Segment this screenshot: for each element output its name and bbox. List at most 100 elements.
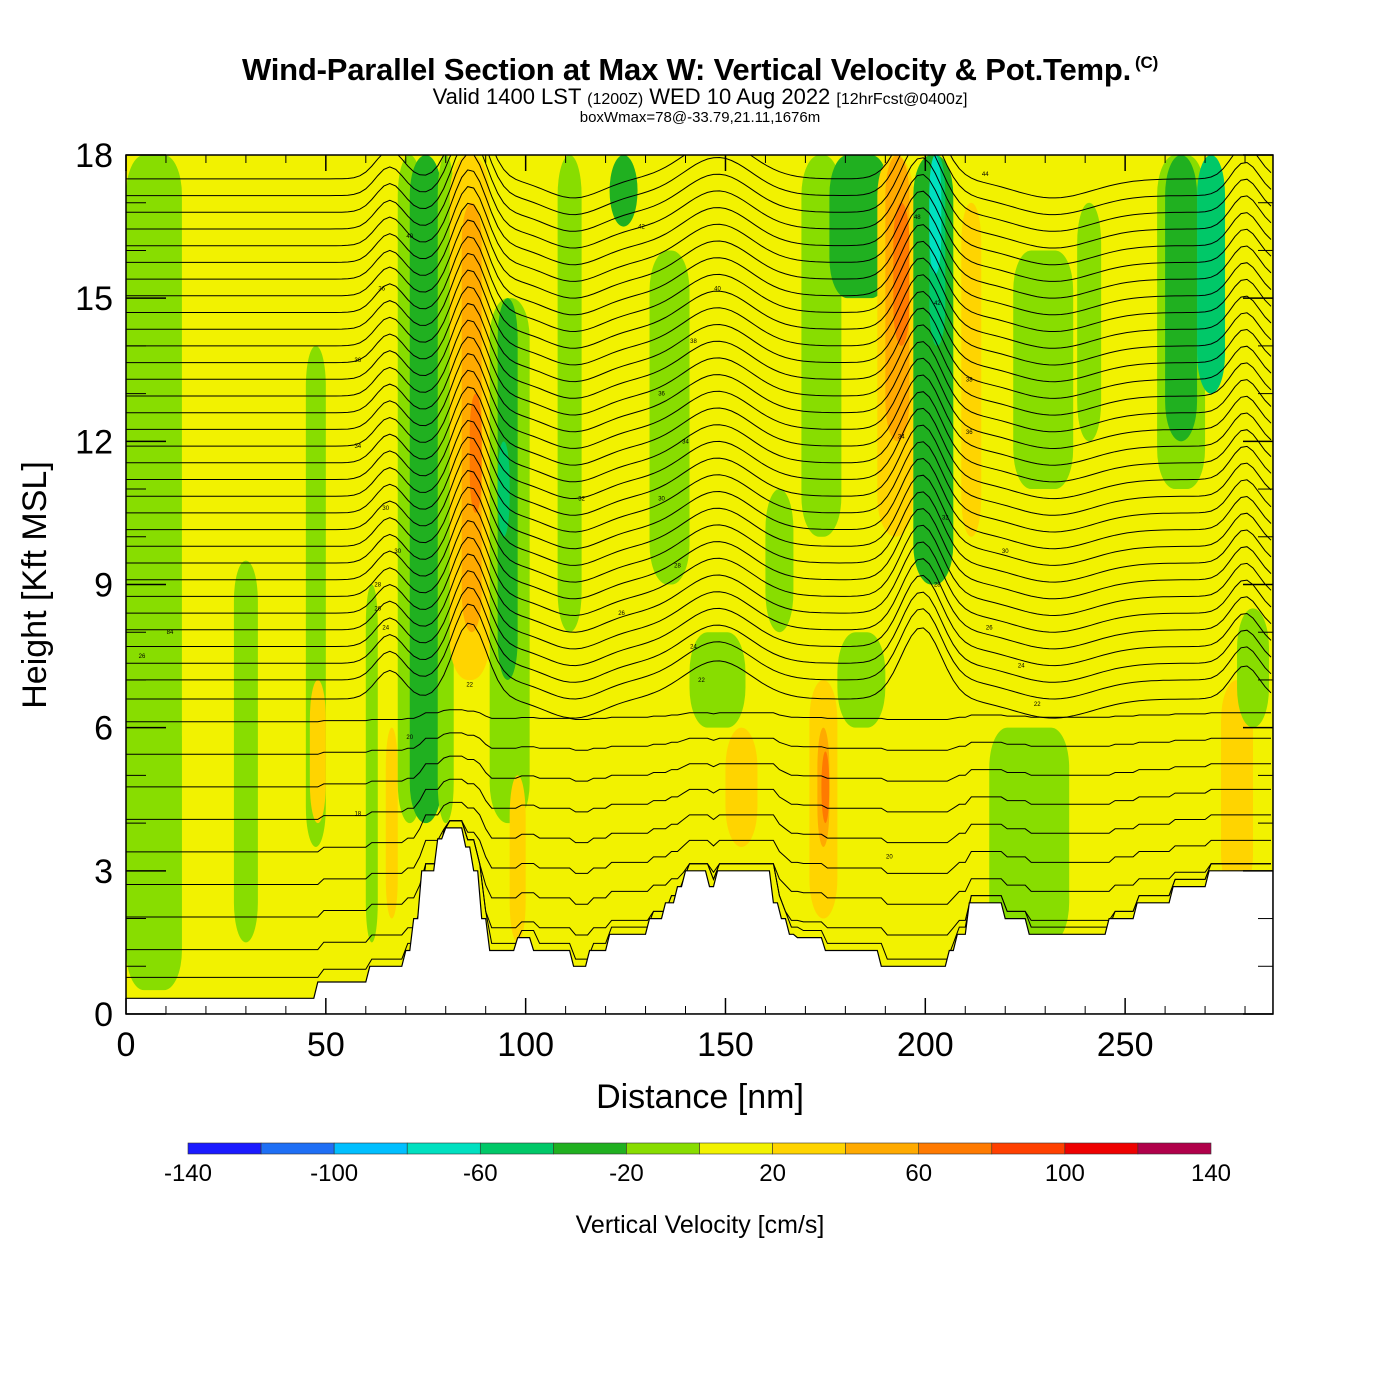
colorbar-tick-label-3: -20 [609,1160,644,1187]
copyright-mark: (C) [1135,53,1159,72]
colorbar-tick-label-0: -140 [164,1160,212,1187]
contour-label-text-8: 26 [374,606,381,612]
y-tick-label-0: 0 [94,996,113,1034]
terrain-profile [126,827,1273,1014]
colorbar-swatch-9 [845,1142,920,1155]
isentrope-35 [126,186,1272,282]
contour-label-text-5: 30 [382,506,389,512]
velocity-band-5 [365,584,378,943]
y-tick-label-2: 6 [94,710,113,748]
contour-label-7: 28 [374,583,381,589]
velocity-band-21 [725,727,758,847]
contour-label-5: 30 [382,506,389,512]
contour-label-text-21: 28 [674,563,681,569]
isentrope-30 [126,269,1272,366]
contour-label-30: 34 [898,435,905,441]
colorbar-swatch-8 [772,1142,846,1155]
x-tick-label-1: 50 [307,1026,345,1064]
contour-label-16: 38 [690,339,697,345]
isentrope-2 [126,820,1271,918]
contour-label-text-0: 26 [139,654,146,660]
contour-label-32: 30 [1002,549,1009,555]
contour-label-11: 18 [354,812,361,818]
isentrope-3 [126,820,1271,885]
isentrope-19 [126,453,1272,550]
isentrope-9 [126,622,1272,719]
colorbar-swatch-5 [553,1142,627,1155]
velocity-band-4 [309,679,326,824]
contour-label-text-1: 84 [167,630,174,636]
subtitle-utc-time: (1200Z) [587,91,644,108]
contour-label-text-37: 20 [886,855,893,861]
isentrope-33 [126,219,1272,316]
contour-labels: 26 84 36 34 36 30 30 28 26 24 40 18 20 22 42 40 38 36 34 32… [139,172,1042,861]
isentrope-27 [126,319,1272,416]
isentrope-17 [126,486,1272,583]
isentrope-16 [126,503,1272,600]
contour-label-text-7: 28 [374,583,381,589]
contour-label-19: 32 [578,497,585,503]
contour-label-33: 28 [934,583,941,589]
contour-label-text-15: 40 [714,287,721,293]
isentrope-34 [126,202,1272,299]
colorbar-swatch-7 [699,1142,773,1155]
isentrope-14 [126,536,1272,633]
colorbar-title: Vertical Velocity [cm/s] [576,1211,825,1239]
contour-label-37: 20 [886,855,893,861]
contour-label-text-9: 24 [382,625,389,631]
isentrope-23 [126,386,1272,483]
velocity-band-37 [1013,250,1074,490]
colorbar-swatch-6 [626,1142,700,1155]
isentrope-36 [126,169,1272,266]
velocity-band-19 [649,250,690,585]
contour-label-31: 32 [942,516,949,522]
contour-label-15: 40 [714,287,721,293]
colorbar-swatch-3 [406,1142,481,1155]
colorbar-swatch-12 [1064,1142,1139,1155]
contour-label-text-12: 20 [406,735,413,741]
contour-label-0: 26 [139,654,146,660]
terrain [126,827,1273,1014]
contour-label-29: 36 [966,430,973,436]
contour-label-36: 22 [1034,702,1041,708]
contour-label-21: 28 [674,563,681,569]
colorbar-swatch-4 [479,1142,554,1155]
velocity-band-9 [437,155,454,824]
isentrope-11 [126,586,1272,683]
colorbar-tick-label-7: 140 [1191,1160,1231,1187]
contour-label-text-2: 36 [354,358,361,364]
contour-label-text-26: 44 [982,172,989,178]
contour-label-text-18: 34 [682,439,689,445]
y-tick-label-4: 12 [75,423,113,461]
isentrope-38 [126,155,1272,232]
isentrope-28 [126,302,1272,399]
colorbar-swatch-13 [1137,1142,1212,1155]
velocity-band-2 [233,560,258,943]
y-tick-label-1: 3 [94,853,113,891]
subtitle-date: WED 10 Aug 2022 [649,84,831,109]
contour-label-text-14: 42 [638,225,645,231]
velocity-band-42 [1221,679,1254,895]
isentrope-6 [126,755,1271,788]
contour-label-17: 36 [658,392,665,398]
velocity-band-12 [469,393,482,513]
isentrope-37 [126,155,1272,249]
subtitle-forecast: [12hrFcst@0400z] [836,91,968,108]
contour-label-text-36: 22 [1034,702,1041,708]
velocity-band-18 [609,155,638,227]
contour-label-10: 40 [406,234,413,240]
contour-label-26: 44 [982,172,989,178]
x-tick-label-3: 150 [697,1026,754,1064]
velocity-band-20 [689,632,746,728]
isentropes [126,155,1272,978]
contour-label-text-19: 32 [578,497,585,503]
isentrope-5 [126,778,1271,820]
colorbar-swatch-2 [333,1142,408,1155]
isentrope-20 [126,436,1272,533]
contour-label-text-31: 32 [942,516,949,522]
y-tick-label-5: 15 [75,280,113,318]
velocity-band-8 [409,155,442,824]
contour-label-text-16: 38 [690,339,697,345]
velocity-band-17 [557,155,582,633]
